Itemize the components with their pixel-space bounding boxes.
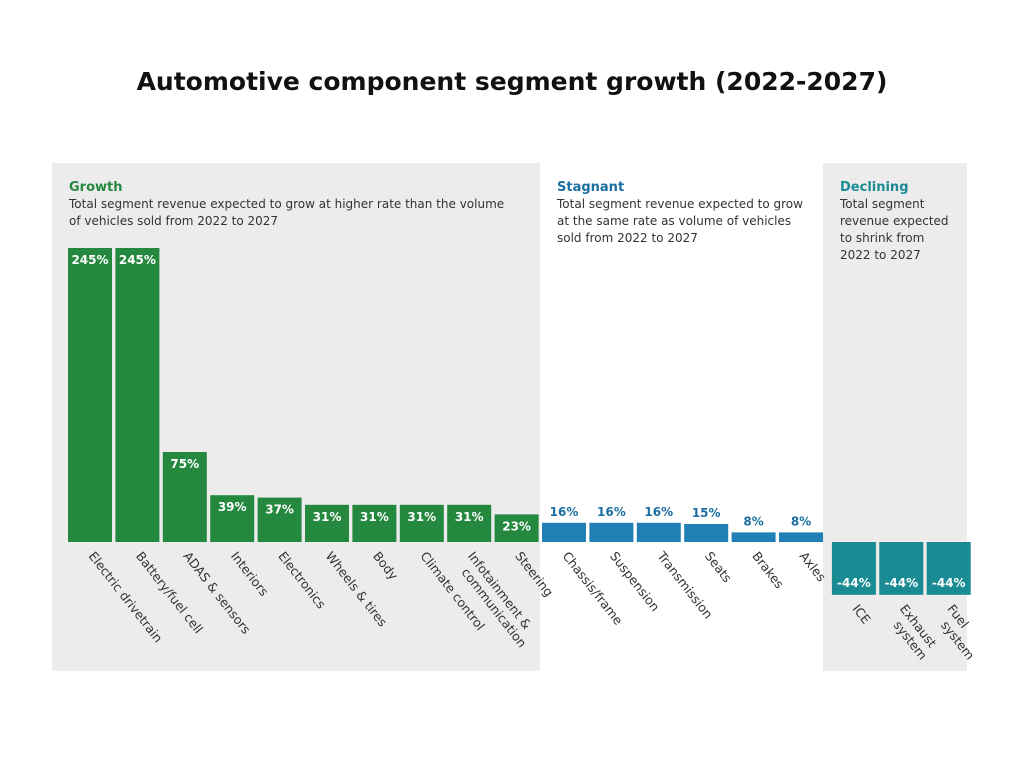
data-label: -44% [932,576,966,590]
data-label: 31% [360,510,389,524]
bars [68,248,971,595]
data-label: 16% [550,505,579,519]
bar [447,504,492,542]
data-label: 39% [218,500,247,514]
bar [352,504,397,542]
bar [305,504,349,542]
group-labels: Growth Total segment revenue expected to … [68,180,949,262]
group-description-stagnant: sold from 2022 to 2027 [557,231,698,245]
data-label: -44% [884,576,918,590]
bar [257,497,302,542]
data-label: 37% [265,503,294,517]
bar [589,522,634,542]
data-label: 75% [170,457,199,471]
bar [779,532,823,542]
bar [731,532,776,542]
bar [115,248,160,542]
value-labels: 245% 245% 75% 39% 37% 31% 31% 31% 31% 23% 16% 16% 16… [71,253,965,590]
bar [879,542,924,595]
data-label: 15% [692,506,721,520]
data-label: 245% [119,253,156,267]
category-label-line: Seats [702,549,735,586]
bar [162,452,207,542]
bar [926,542,971,595]
data-label: 8% [791,514,811,528]
category-label: Seats [702,549,735,586]
group-title-declining: Declining [840,180,909,195]
group-description-growth: Total segment revenue expected to grow a… [68,197,504,211]
group-title-growth: Growth [69,180,123,195]
group-description-declining: 2022 to 2027 [840,248,921,262]
data-label: 23% [502,519,531,533]
bar [542,522,586,542]
group-description-stagnant: at the same rate as volume of vehicles [557,214,791,228]
bar [399,504,444,542]
bar [636,522,681,542]
chart-title: Automotive component segment growth (202… [137,67,888,96]
bar [494,514,539,542]
bar [684,524,729,542]
group-description-stagnant: Total segment revenue expected to grow [556,197,803,211]
data-label: 16% [644,505,673,519]
group-description-declining: revenue expected [840,214,949,228]
data-label: 16% [597,505,626,519]
group-title-stagnant: Stagnant [557,180,624,195]
category-label-line: Brakes [749,549,787,592]
bar [68,248,112,542]
data-label: 31% [407,510,436,524]
category-label: Brakes [749,549,787,592]
bar [831,542,876,595]
data-label: 245% [71,253,108,267]
group-description-declining: to shrink from [840,231,924,245]
bar [210,495,255,542]
data-label: -44% [837,576,871,590]
group-description-declining: Total segment [839,197,925,211]
data-label: 8% [743,514,763,528]
data-label: 31% [313,510,342,524]
group-description-growth: of vehicles sold from 2022 to 2027 [69,214,278,228]
data-label: 31% [455,510,484,524]
